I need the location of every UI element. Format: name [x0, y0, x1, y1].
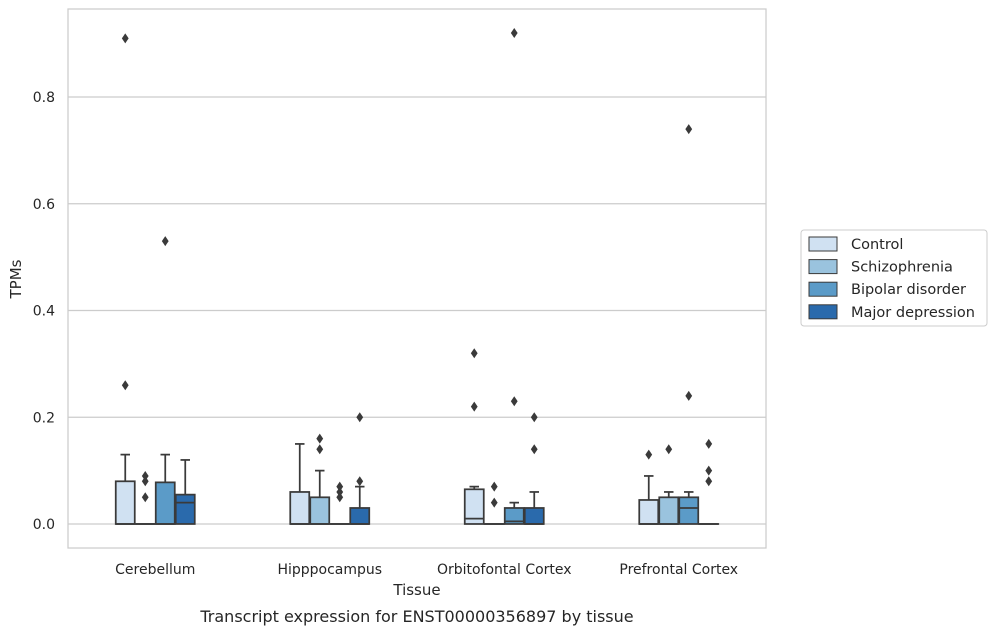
- x-tick-label: Hipppocampus: [277, 562, 382, 578]
- x-tick-label: Cerebellum: [115, 562, 195, 578]
- box: [679, 497, 698, 524]
- y-tick-label: 0.2: [33, 410, 55, 426]
- y-tick-label: 0.6: [33, 197, 55, 213]
- legend-swatch: [809, 237, 837, 251]
- legend-label: Major depression: [851, 305, 975, 321]
- legend-label: Schizophrenia: [851, 260, 953, 276]
- box: [310, 497, 329, 524]
- legend-label: Bipolar disorder: [851, 282, 966, 298]
- box: [525, 508, 544, 524]
- box: [156, 482, 175, 524]
- x-tick-label: Orbitofontal Cortex: [437, 562, 572, 578]
- y-tick-label: 0.4: [33, 304, 55, 320]
- legend: Control Schizophrenia Bipolar disorder Majo…: [801, 230, 987, 326]
- x-axis-label: Tissue: [392, 581, 440, 599]
- y-axis-label: TPMs: [7, 259, 25, 299]
- legend-swatch: [809, 260, 837, 274]
- x-tick-label: Prefrontal Cortex: [619, 562, 738, 578]
- legend-label: Control: [851, 237, 903, 253]
- box: [639, 500, 658, 524]
- legend-swatch: [809, 305, 837, 319]
- box: [116, 481, 135, 524]
- box: [659, 497, 678, 524]
- y-tick-label: 0.8: [33, 90, 55, 106]
- y-tick-label: 0.0: [33, 517, 55, 533]
- box: [176, 495, 195, 524]
- legend-swatch: [809, 282, 837, 296]
- chart-caption: Transcript expression for ENST0000035689…: [199, 607, 633, 626]
- box: [350, 508, 369, 524]
- box: [290, 492, 309, 524]
